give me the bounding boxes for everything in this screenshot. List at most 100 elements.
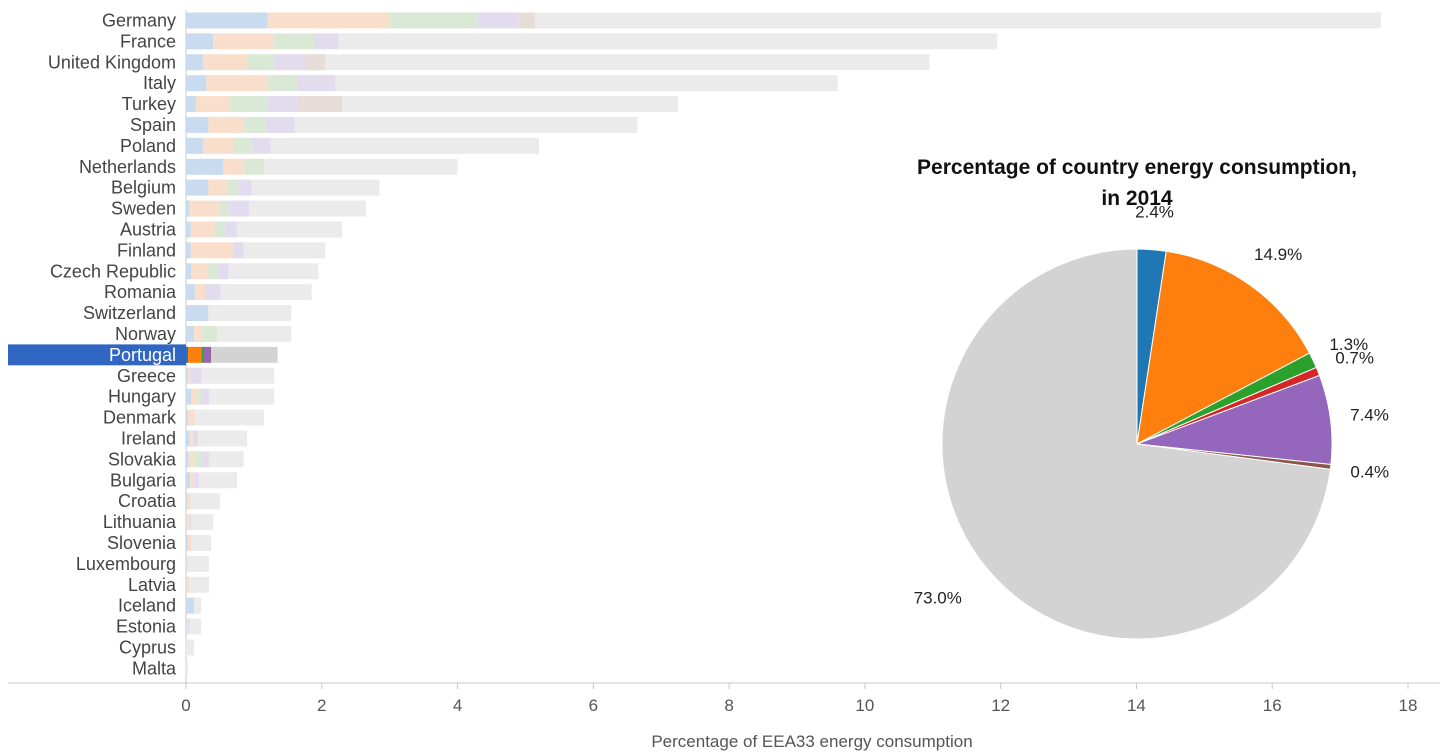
bar-row: Czech Republic	[50, 261, 319, 281]
x-tick-label: 2	[317, 696, 326, 715]
bar-segment	[266, 116, 295, 133]
bar-segment	[206, 75, 268, 92]
bar-segment	[186, 555, 189, 572]
bar-segment	[211, 346, 278, 363]
bar-segment	[186, 451, 189, 468]
bar-segment	[209, 388, 275, 405]
pie-labels: 2.4% 14.9% 1.3%0.7% 7.4% 0.4% 73.0%	[914, 203, 1389, 608]
pie-slices	[941, 248, 1333, 640]
bar-segment	[243, 242, 326, 259]
country-label: Finland	[117, 240, 176, 260]
country-label: Luxembourg	[76, 554, 176, 574]
bar-segment	[194, 409, 265, 426]
bar-segment	[186, 33, 214, 50]
bar-segment	[191, 514, 214, 531]
bar-row: Cyprus	[119, 637, 195, 657]
bar-segment	[186, 555, 187, 572]
bar-row: Spain	[130, 115, 638, 135]
bar-row: Germany	[102, 10, 1381, 30]
bar-segment	[209, 451, 244, 468]
bar-segment	[191, 388, 199, 405]
bar-segment	[325, 54, 930, 71]
bar-segment	[186, 221, 191, 238]
bar-segment	[194, 597, 201, 614]
bar-segment	[191, 534, 212, 551]
bar-segment	[223, 158, 244, 175]
bar-axes: 0 2 4 6 8 10 12 14 16 18	[8, 10, 1440, 715]
bar-segment	[201, 367, 275, 384]
bar-segment	[188, 367, 191, 384]
bar-segment	[274, 33, 315, 50]
bar-segment	[186, 618, 187, 635]
bar-segment	[186, 137, 203, 154]
bar-segment	[186, 367, 189, 384]
bar-segment	[186, 325, 195, 342]
bar-segment	[186, 284, 195, 301]
country-label: Denmark	[103, 408, 177, 428]
bar-segment	[186, 75, 207, 92]
x-tick-label: 8	[724, 696, 733, 715]
x-tick-label: 10	[855, 696, 874, 715]
pie-slice-label: 0.4%	[1350, 462, 1389, 481]
bar-segment	[186, 305, 209, 322]
bar-segment	[186, 472, 191, 489]
bar-segment	[267, 75, 299, 92]
bar-segment	[187, 493, 191, 510]
bar-segment	[220, 284, 312, 301]
bar-segment	[249, 200, 366, 217]
country-label: Bulgaria	[110, 470, 177, 490]
x-tick-label: 16	[1263, 696, 1282, 715]
bar-segment	[186, 158, 224, 175]
bar-segment	[190, 493, 220, 510]
country-label: Spain	[130, 115, 176, 135]
bar-row: Switzerland	[83, 303, 292, 323]
country-label: Romania	[104, 282, 177, 302]
bar-segment	[314, 33, 339, 50]
bar-segment	[236, 221, 343, 238]
bar-segment	[188, 534, 192, 551]
bar-segment	[190, 514, 192, 531]
bar-segment	[477, 12, 519, 29]
bar-segment	[186, 12, 268, 29]
bar-segment	[274, 54, 305, 71]
bar-segment	[202, 388, 210, 405]
bar-row: Slovenia	[107, 533, 212, 553]
bar-row: Turkey	[122, 94, 679, 114]
bar-segment	[188, 451, 195, 468]
country-label: Germany	[102, 10, 176, 30]
bar-row: Sweden	[111, 199, 366, 219]
bar-row: Luxembourg	[76, 554, 210, 574]
x-tick-label: 18	[1399, 696, 1418, 715]
bar-segment	[186, 639, 195, 656]
bar-segment	[198, 472, 237, 489]
country-label: United Kingdom	[48, 52, 176, 72]
country-label: Latvia	[128, 575, 177, 595]
bar-segment	[186, 346, 189, 363]
bar-segment	[208, 305, 292, 322]
bar-segment	[186, 430, 190, 447]
country-label: Slovakia	[108, 449, 177, 469]
bar-segment	[202, 451, 210, 468]
bar-segment	[186, 514, 187, 531]
bar-segment	[298, 96, 343, 113]
bar-segment	[228, 200, 250, 217]
country-label: Portugal	[109, 345, 176, 365]
bar-segment	[251, 137, 271, 154]
bar-segment	[186, 660, 189, 677]
bar-segment	[190, 472, 195, 489]
bar-row: Norway	[115, 324, 292, 344]
bar-segment	[203, 346, 211, 363]
pie-slice-label: 1.3%	[1329, 335, 1368, 354]
country-label: Croatia	[118, 491, 177, 511]
country-label: Greece	[117, 366, 176, 386]
bar-segment	[218, 263, 229, 280]
country-label: Sweden	[111, 199, 176, 219]
bar-segment	[205, 284, 221, 301]
bar-segment	[342, 96, 679, 113]
pie-title-line-1: Percentage of country energy consumption…	[917, 156, 1357, 179]
bar-segment	[189, 430, 193, 447]
bar-segment	[186, 576, 187, 593]
